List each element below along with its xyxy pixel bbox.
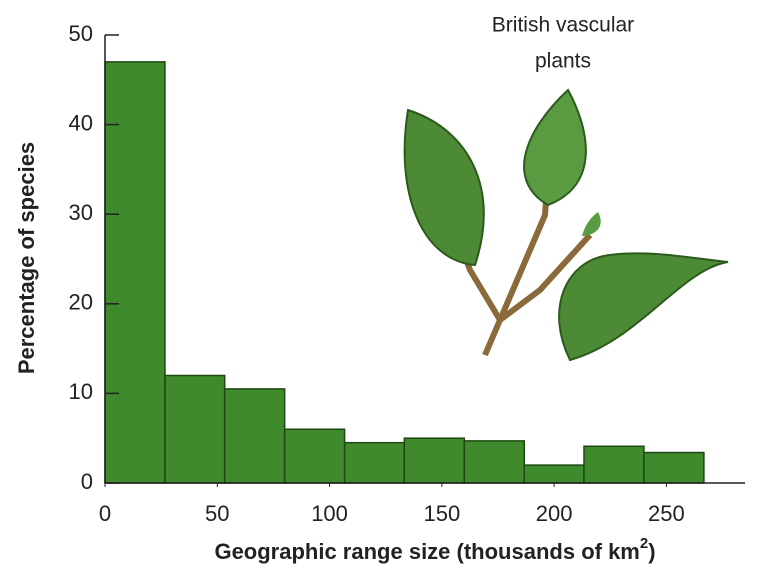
y-tick-label: 30 [69,200,93,225]
annotation: plants [535,50,591,73]
y-tick-label: 0 [81,469,93,494]
bar [223,388,286,484]
x-tick-label: 100 [311,501,348,526]
y-tick-label: 50 [69,21,93,46]
x-tick-label: 50 [205,501,229,526]
x-axis-label-part: 2 [640,535,648,552]
y-tick-label: 40 [69,110,93,135]
bar [463,440,526,484]
bar [343,441,406,484]
bar [104,61,166,484]
x-tick-label: 0 [99,501,111,526]
y-tick-label: 20 [69,290,93,315]
y-tick-label: 10 [69,379,93,404]
x-tick-label: 250 [648,501,685,526]
bar [283,428,346,484]
annotation: British vascular [492,14,634,37]
x-axis-label: Geographic range size (thousands of km2) [214,535,655,564]
y-axis-label: Percentage of species [14,142,39,374]
x-axis-label-part: Geographic range size (thousands of km [214,539,639,564]
x-axis-label-part: ) [648,539,655,564]
bar [523,464,585,484]
x-tick-label: 200 [536,501,573,526]
bar [403,437,466,484]
leaf-illustration [403,88,729,362]
x-tick-label: 150 [423,501,460,526]
bar [164,374,226,484]
bar [583,445,645,484]
bar [643,451,705,484]
